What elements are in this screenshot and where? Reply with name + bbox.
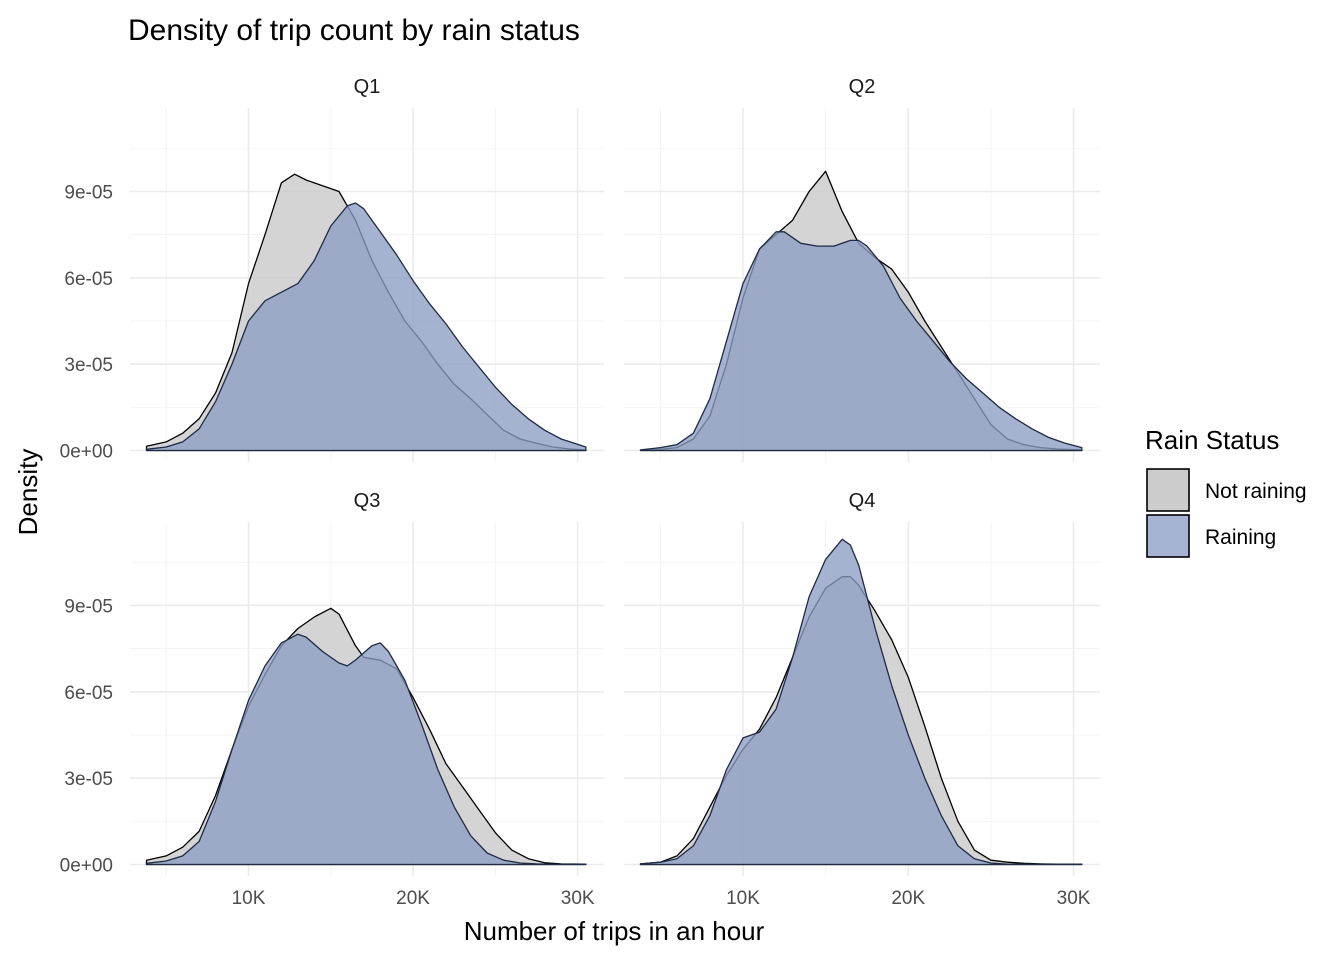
y-axis-title: Density xyxy=(13,449,43,536)
legend: Rain Status Not raining Raining xyxy=(1145,425,1307,558)
density-raining-q4 xyxy=(639,538,1083,866)
facet-label-q1: Q1 xyxy=(354,76,381,98)
y-axis-ticks: 0e+00 3e-05 6e-05 9e-05 0e+00 3e-05 6e-05 9e-05 xyxy=(60,182,113,876)
panel-q3: Q3 xyxy=(130,490,604,876)
y-tick-label: 9e-05 xyxy=(64,182,113,203)
x-tick-label: 30K xyxy=(1057,888,1091,909)
legend-key-raining xyxy=(1146,514,1190,558)
x-axis-ticks: 10K 20K 30K 10K 20K 30K xyxy=(232,888,1091,909)
density-raining-q1 xyxy=(145,202,587,452)
facet-label-q3: Q3 xyxy=(354,490,381,512)
x-tick-label: 20K xyxy=(891,888,925,909)
x-tick-label: 20K xyxy=(396,888,430,909)
y-tick-label: 0e+00 xyxy=(60,441,113,462)
y-tick-label: 9e-05 xyxy=(64,596,113,617)
panel-grid: Q1 Q2 Q3 Q4 xyxy=(130,76,1100,876)
x-tick-label: 30K xyxy=(561,888,595,909)
x-tick-label: 10K xyxy=(232,888,266,909)
density-raining-q3 xyxy=(145,633,587,866)
legend-label-not-raining: Not raining xyxy=(1205,480,1307,503)
x-tick-label: 10K xyxy=(726,888,760,909)
panel-q1: Q1 xyxy=(130,76,604,462)
panel-q4: Q4 xyxy=(624,490,1100,876)
facet-label-q2: Q2 xyxy=(849,76,876,98)
panel-q2: Q2 xyxy=(624,76,1100,462)
legend-key-not-raining xyxy=(1146,468,1190,512)
y-tick-label: 0e+00 xyxy=(60,855,113,876)
y-tick-label: 6e-05 xyxy=(64,269,113,290)
legend-title: Rain Status xyxy=(1145,425,1279,455)
chart-title: Density of trip count by rain status xyxy=(128,14,580,47)
y-tick-label: 6e-05 xyxy=(64,683,113,704)
legend-label-raining: Raining xyxy=(1205,526,1276,549)
y-tick-label: 3e-05 xyxy=(64,355,113,376)
density-raining-q2 xyxy=(639,231,1083,452)
x-axis-title: Number of trips in an hour xyxy=(464,916,765,946)
facet-label-q4: Q4 xyxy=(849,490,876,512)
y-tick-label: 3e-05 xyxy=(64,769,113,790)
